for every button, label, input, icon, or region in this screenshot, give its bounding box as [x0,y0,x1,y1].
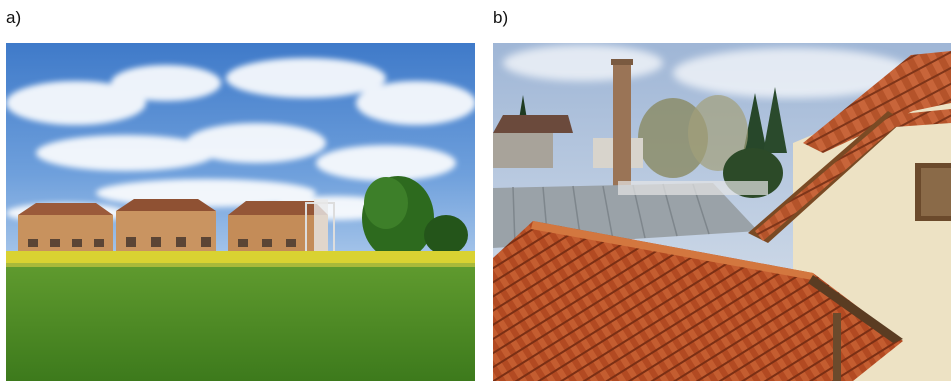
tiled-roof-foreground [493,221,903,381]
photo-b-roofs [493,43,951,381]
photo-b-illustration [493,43,951,381]
grass-field [6,267,475,381]
panel-label-b: b) [493,8,509,27]
panel-label-a: a) [6,8,22,27]
houses [18,199,335,254]
tiled-roof-right [803,51,951,153]
photo-a-field-houses [6,43,475,381]
photo-a-illustration [6,43,475,381]
background-house [493,133,553,168]
chimney [613,61,631,186]
trees [362,176,468,260]
